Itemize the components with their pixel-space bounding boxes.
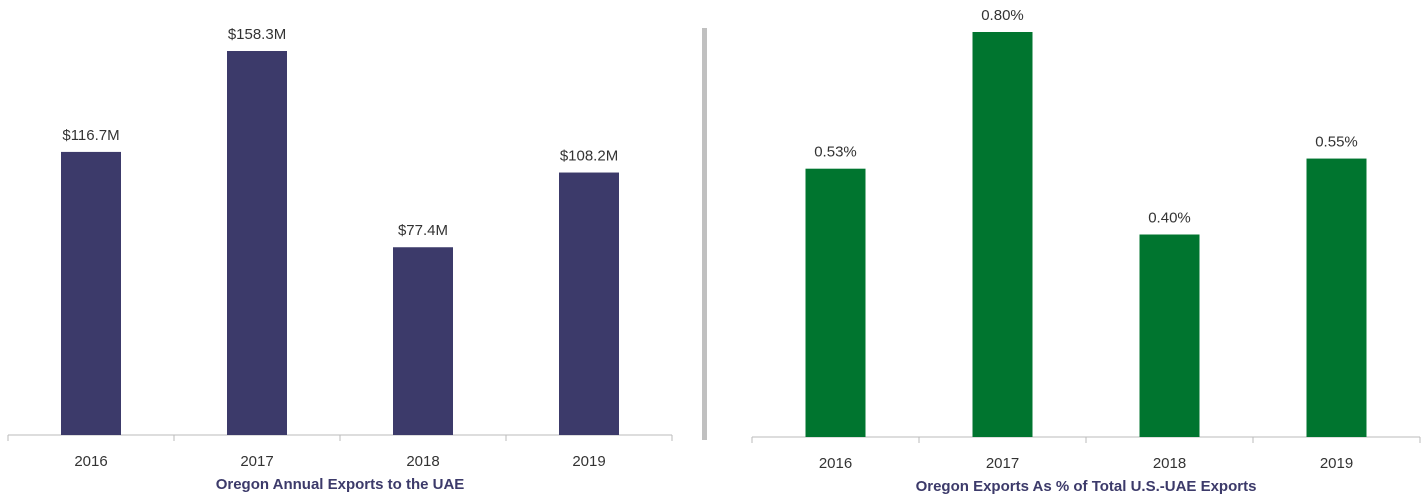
data-label: $108.2M: [560, 148, 618, 165]
data-label: $158.3M: [228, 26, 286, 43]
data-label: $77.4M: [398, 222, 448, 239]
x-tick-label: 2018: [406, 453, 439, 470]
x-tick-label: 2019: [572, 453, 605, 470]
bar: [972, 32, 1033, 437]
x-tick-label: 2016: [819, 455, 852, 472]
x-tick-label: 2018: [1153, 455, 1186, 472]
bar: [559, 172, 619, 436]
data-label: 0.80%: [981, 7, 1024, 24]
data-label: 0.53%: [814, 144, 857, 161]
x-tick-label: 2017: [240, 453, 273, 470]
bar: [393, 247, 453, 435]
data-label: $116.7M: [62, 127, 119, 144]
bar: [1306, 158, 1367, 437]
x-tick-label: 2016: [74, 453, 107, 470]
divider: [702, 28, 707, 440]
chart-title: Oregon Exports As % of Total U.S.-UAE Ex…: [916, 478, 1257, 495]
data-label: 0.55%: [1315, 134, 1358, 151]
bar: [227, 51, 287, 435]
bar: [1139, 234, 1200, 437]
chart-title: Oregon Annual Exports to the UAE: [216, 476, 465, 493]
bar: [805, 168, 866, 437]
bar: [61, 151, 121, 436]
x-tick-label: 2017: [986, 455, 1019, 472]
data-label: 0.40%: [1148, 209, 1191, 226]
x-tick-label: 2019: [1320, 455, 1353, 472]
